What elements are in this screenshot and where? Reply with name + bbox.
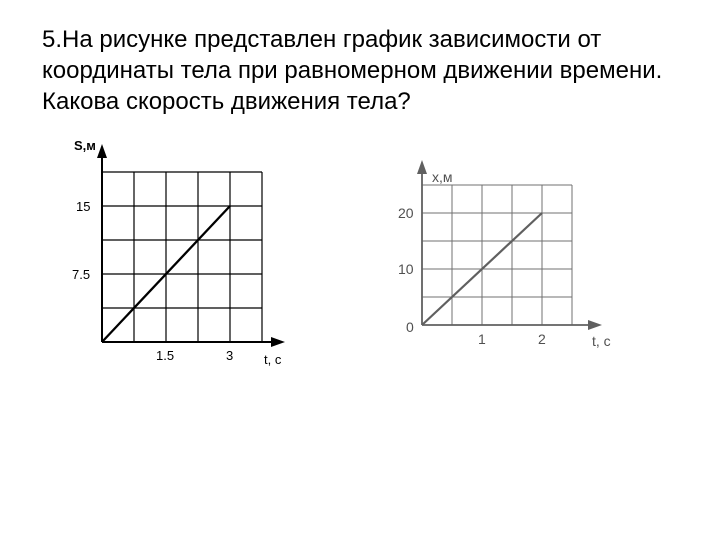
chart1-xtick-0: 1.5 [156,348,174,363]
chart2-xtick-0: 1 [478,331,486,347]
chart1-ylabel: S,м [74,138,96,153]
chart2-ytick-0: 0 [406,319,414,335]
chart1-ytick-1: 15 [76,199,90,214]
charts-row: 7.5 15 1.5 3 S,м t, с [42,132,678,382]
chart-1: 7.5 15 1.5 3 S,м t, с [42,132,292,382]
chart1-xtick-1: 3 [226,348,233,363]
chart1-ytick-0: 7.5 [72,267,90,282]
chart2-ylabel: x,м [432,169,453,185]
chart1-xlabel: t, с [264,352,282,367]
chart2-xlabel: t, с [592,333,611,349]
chart2-xtick-1: 2 [538,331,546,347]
chart2-ytick-2: 20 [398,205,414,221]
chart-2: 0 10 20 1 2 x,м t, с [362,150,622,360]
question-text: 5.На рисунке представлен график зависимо… [42,24,678,118]
chart2-ytick-1: 10 [398,261,414,277]
